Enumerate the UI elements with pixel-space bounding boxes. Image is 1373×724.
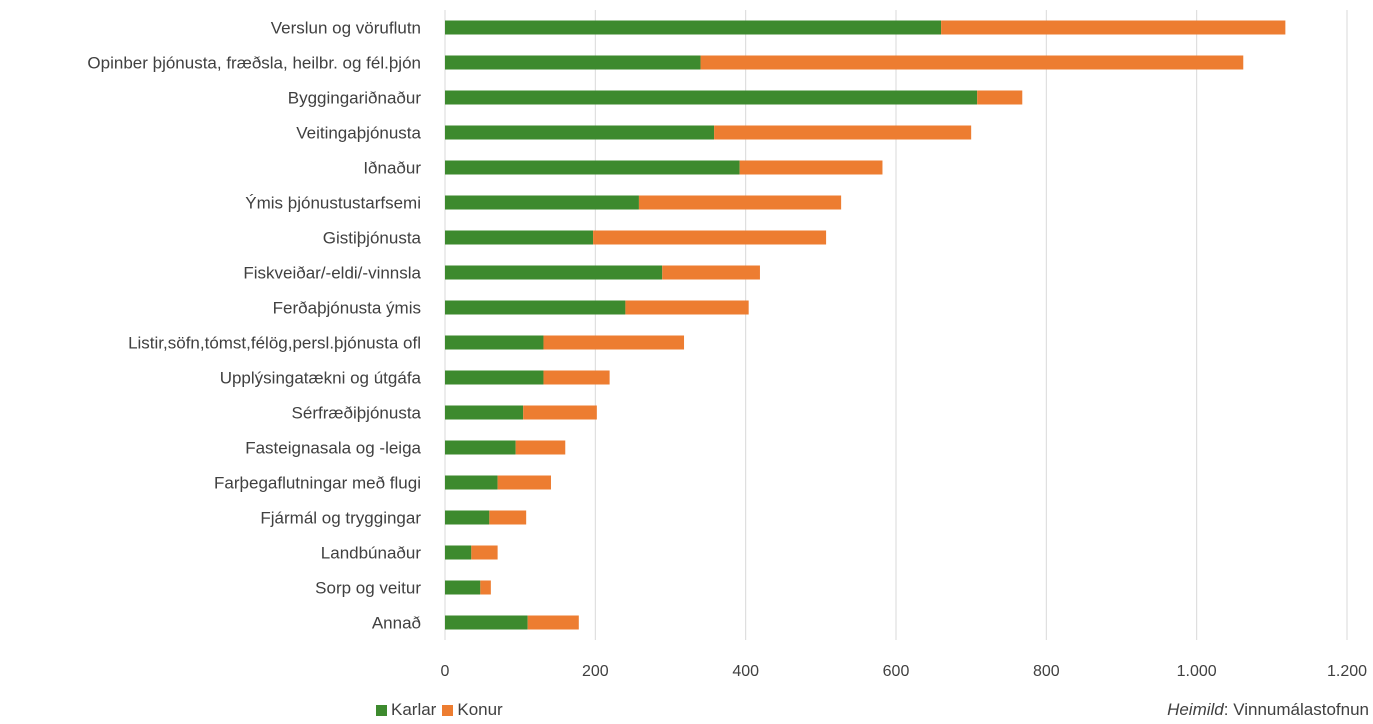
- bar-karlar: [445, 335, 544, 350]
- x-tick-label: 1.200: [1327, 663, 1367, 680]
- category-label: Ferðaþjónusta ýmis: [273, 299, 421, 318]
- category-label: Sorp og veitur: [315, 579, 421, 598]
- bar-karlar: [445, 580, 481, 595]
- bar-karlar: [445, 160, 740, 175]
- bar-konur: [638, 195, 842, 210]
- bar-karlar: [445, 405, 524, 420]
- category-label: Landbúnaður: [321, 544, 422, 563]
- bar-konur: [489, 510, 527, 525]
- stacked-bar-chart: 0 200 400 600 800 1.000 1.200 Verslun og vörufl…: [87, 10, 1367, 680]
- bar-karlar: [445, 55, 701, 70]
- source-name: Vinnumálastofnun: [1233, 700, 1369, 719]
- bar-konur: [941, 20, 1286, 35]
- bar-karlar: [445, 125, 715, 140]
- source-separator: :: [1223, 700, 1234, 719]
- category-label: Opinber þjónusta, fræðsla, heilbr. og fé…: [87, 54, 421, 73]
- bar-karlar: [445, 615, 528, 630]
- category-label: Ýmis þjónustustarfsemi: [245, 194, 421, 213]
- bar-konur: [515, 440, 566, 455]
- bar-karlar: [445, 370, 544, 385]
- bar-karlar: [445, 265, 663, 280]
- legend-item-karlar: Karlar: [376, 700, 436, 720]
- legend-item-konur: Konur: [442, 700, 503, 720]
- bar-konur: [700, 55, 1244, 70]
- bar-karlar: [445, 230, 594, 245]
- bar-konur: [543, 370, 610, 385]
- category-label: Farþegaflutningar með flugi: [214, 474, 421, 493]
- category-label: Iðnaður: [363, 159, 421, 178]
- bar-karlar: [445, 475, 498, 490]
- bar-karlar: [445, 440, 516, 455]
- category-label: Sérfræðiþjónusta: [292, 404, 422, 423]
- category-label: Byggingariðnaður: [288, 89, 422, 108]
- legend-swatch-karlar: [376, 704, 387, 716]
- x-tick-label: 0: [441, 663, 450, 680]
- bar-karlar: [445, 20, 942, 35]
- bar-karlar: [445, 510, 490, 525]
- legend-label-karlar: Karlar: [391, 700, 437, 719]
- bar-karlar: [445, 90, 978, 105]
- category-label: Annað: [372, 614, 421, 633]
- source-note: Heimild: Vinnumálastofnun: [1167, 700, 1369, 720]
- source-prefix: Heimild: [1167, 700, 1224, 719]
- bar-konur: [497, 475, 551, 490]
- category-label: Gistiþjónusta: [323, 229, 422, 248]
- legend: Karlar Konur: [376, 700, 509, 720]
- x-tick-label: 400: [732, 663, 759, 680]
- bar-konur: [739, 160, 883, 175]
- category-label: Fasteignasala og -leiga: [245, 439, 421, 458]
- x-tick-label: 200: [582, 663, 609, 680]
- x-tick-label: 600: [883, 663, 910, 680]
- bar-karlar: [445, 545, 472, 560]
- bar-konur: [523, 405, 597, 420]
- category-label: Verslun og vöruflutn: [271, 19, 421, 38]
- category-label: Veitingaþjónusta: [296, 124, 421, 143]
- bar-konur: [471, 545, 498, 560]
- bar-konur: [543, 335, 685, 350]
- x-tick-label: 1.000: [1177, 663, 1217, 680]
- category-label: Upplýsingatækni og útgáfa: [220, 369, 422, 388]
- bar-konur: [714, 125, 972, 140]
- bar-konur: [480, 580, 491, 595]
- x-tick-label: 800: [1033, 663, 1060, 680]
- bar-konur: [977, 90, 1023, 105]
- legend-swatch-konur: [442, 704, 454, 716]
- category-label: Listir,söfn,tómst,félög,persl.þjónusta o…: [128, 334, 421, 353]
- bar-konur: [625, 300, 749, 315]
- category-label: Fjármál og tryggingar: [260, 509, 421, 528]
- legend-label-konur: Konur: [457, 700, 503, 719]
- bar-karlar: [445, 195, 639, 210]
- bar-konur: [527, 615, 579, 630]
- category-label: Fiskveiðar/-eldi/-vinnsla: [243, 264, 421, 283]
- bar-karlar: [445, 300, 626, 315]
- bar-konur: [593, 230, 827, 245]
- bar-konur: [662, 265, 760, 280]
